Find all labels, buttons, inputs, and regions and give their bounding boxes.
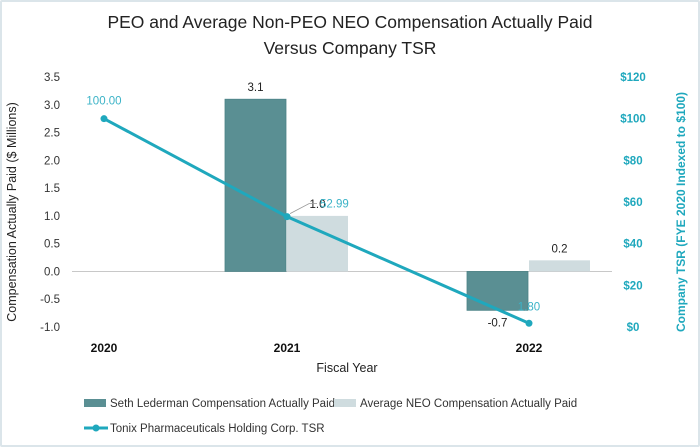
x-tick-label: 2020	[91, 341, 118, 355]
bar-data-label: 3.1	[248, 82, 264, 94]
legend-label: Tonix Pharmaceuticals Holding Corp. TSR	[110, 423, 325, 435]
y-tick-label: 3.5	[44, 72, 60, 84]
y2-tick-label: $100	[620, 114, 646, 126]
legend-label: Seth Lederman Compensation Actually Paid	[110, 398, 335, 410]
bar-average-neo	[529, 260, 590, 272]
chart-title-line-2: Versus Company TSR	[263, 38, 437, 58]
y-tick-label: 1.0	[44, 211, 60, 223]
y-tick-label: 0.5	[44, 239, 60, 251]
y-tick-label: -0.5	[40, 294, 60, 306]
y-tick-label: 0.0	[44, 266, 60, 278]
tsr-point	[525, 319, 533, 327]
tsr-point	[283, 213, 291, 221]
legend-swatch-tsr-marker	[92, 424, 100, 432]
chart-title-line-1: PEO and Average Non-PEO NEO Compensation…	[107, 12, 593, 32]
y-tick-label: 2.0	[44, 155, 60, 167]
x-axis-title: Fiscal Year	[316, 361, 377, 375]
x-tick-label: 2021	[274, 341, 301, 355]
y2-tick-label: $60	[623, 197, 642, 209]
y-axis-title: Compensation Actually Paid ($ Millions)	[5, 102, 19, 322]
bar-seth-lederman	[224, 98, 287, 272]
tsr-data-label: 1.80	[518, 301, 540, 313]
bar-data-label: 0.2	[552, 243, 568, 255]
bar-data-label: 1.0	[310, 199, 326, 211]
bar-average-neo	[287, 215, 348, 272]
y2-axis-title: Company TSR (FYE 2020 Indexed to $100)	[674, 92, 688, 332]
y2-tick-label: $40	[623, 239, 642, 251]
legend-label: Average NEO Compensation Actually Paid	[360, 398, 577, 410]
bar-seth-lederman	[466, 271, 529, 311]
y-tick-label: -1.0	[40, 322, 60, 334]
tsr-point	[100, 115, 108, 123]
legend-swatch-seth-lederman	[84, 399, 106, 407]
y2-tick-label: $20	[623, 280, 642, 292]
bar-data-label: -0.7	[488, 317, 508, 329]
y-tick-label: 1.5	[44, 183, 60, 195]
legend-swatch-average-neo	[334, 399, 356, 407]
y2-tick-label: $80	[623, 155, 642, 167]
x-tick-label: 2022	[516, 341, 543, 355]
tsr-data-label: 52.99	[320, 199, 349, 211]
tsr-data-label: 100.00	[86, 96, 121, 108]
y-tick-label: 3.0	[44, 100, 60, 112]
y2-tick-label: $0	[627, 322, 640, 334]
tsr-leader-line	[289, 203, 317, 214]
y-tick-label: 2.5	[44, 128, 60, 140]
y2-tick-label: $120	[620, 72, 646, 84]
